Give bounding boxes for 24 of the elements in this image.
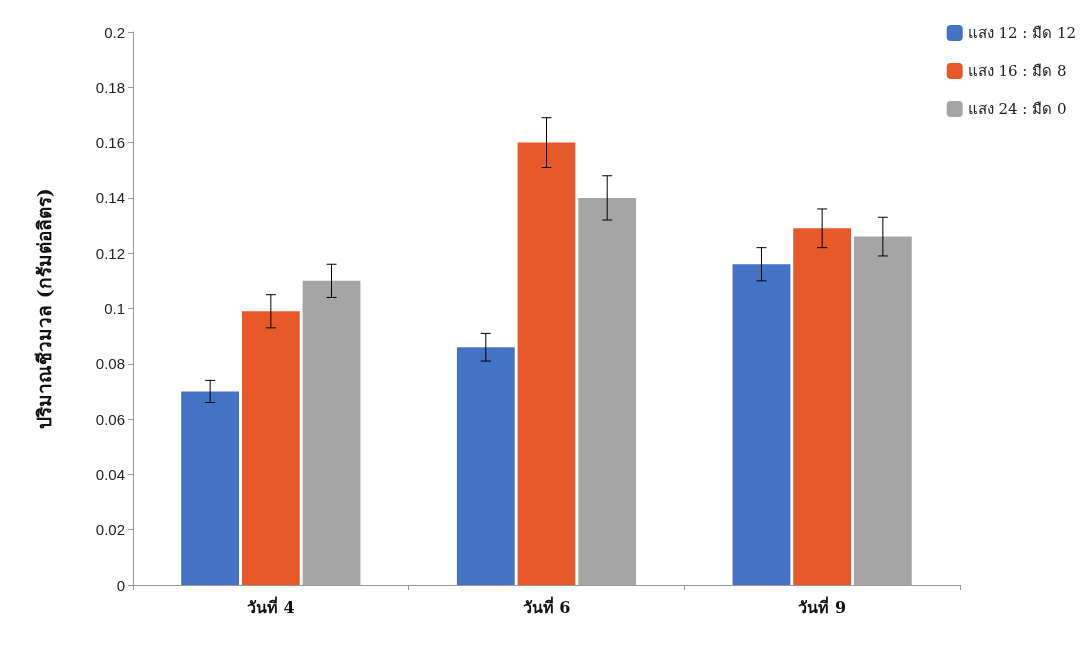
y-axis-title: ปริมาณชีวมวล (กรัมต่อลิตร) [32,188,55,429]
bar [181,391,240,585]
legend-label: แสง 16 : มืด 8 [967,62,1067,80]
y-tick-label: 0.12 [95,244,125,262]
x-tick-label: วันที่ 9 [798,595,847,617]
legend-label: แสง 12 : มืด 12 [967,24,1077,42]
legend-label: แสง 24 : มืด 0 [967,100,1067,118]
bar [793,228,852,585]
bar [517,142,576,585]
y-tick-label: 0.04 [95,465,125,483]
bar [732,264,791,585]
bar [456,347,515,585]
y-tick-label: 0.08 [95,355,125,373]
y-tick-label: 0.06 [95,410,125,428]
y-tick-label: 0.16 [95,134,125,152]
x-tick-label: วันที่ 6 [522,595,571,617]
y-tick-label: 0.14 [95,189,125,207]
bar [241,311,300,585]
y-tick-label: 0 [116,576,125,594]
x-tick-label: วันที่ 4 [246,595,295,617]
y-tick-label: 0.2 [104,23,125,41]
y-tick-label: 0.1 [104,300,125,317]
y-tick-label: 0.18 [95,78,125,96]
y-tick-label: 0.02 [95,521,125,539]
